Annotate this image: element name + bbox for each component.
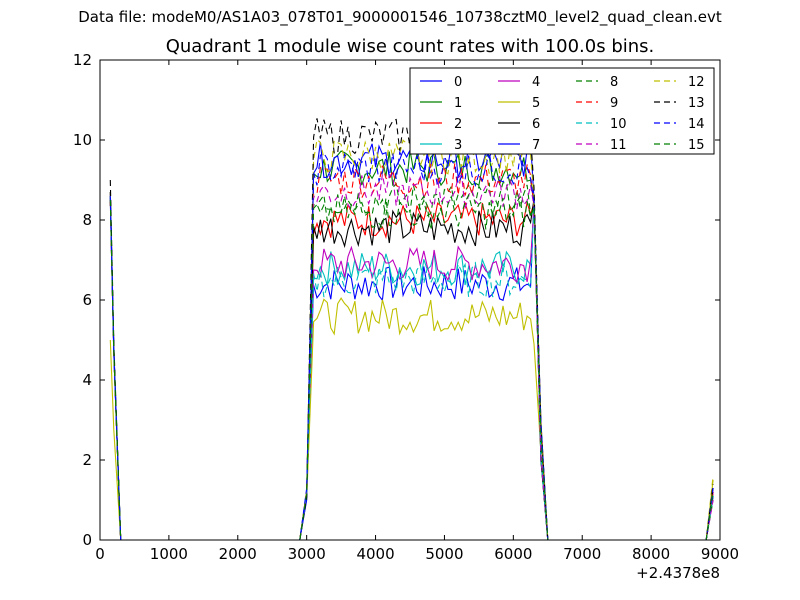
legend-label-5: 5	[532, 96, 540, 111]
x-tick-label: 5000	[425, 545, 463, 563]
y-tick-label: 10	[73, 131, 92, 149]
legend-label-7: 7	[532, 138, 540, 153]
series-line-2	[109, 195, 714, 541]
x-offset-label: +2.4378e8	[636, 564, 720, 582]
y-tick-label: 0	[82, 531, 92, 549]
figure-suptitle: Data file: modeM0/AS1A03_078T01_90000015…	[78, 8, 722, 26]
legend-label-9: 9	[610, 96, 618, 111]
legend-label-11: 11	[610, 138, 627, 153]
x-tick-label: 9000	[701, 545, 739, 563]
y-tick-label: 8	[82, 211, 92, 229]
legend-label-6: 6	[532, 117, 540, 132]
x-tick-label: 4000	[356, 545, 394, 563]
x-tick-label: 2000	[219, 545, 257, 563]
x-tick-label: 1000	[150, 545, 188, 563]
series-line-6	[109, 191, 714, 541]
x-tick-label: 3000	[288, 545, 326, 563]
tick-layer: 0 1000 2000 3000 4000 5000 6000 7000 8000 9000 0 2 4…	[73, 51, 739, 563]
legend-label-10: 10	[610, 117, 627, 132]
y-tick-label: 4	[82, 371, 92, 389]
legend-label-3: 3	[454, 138, 462, 153]
legend-label-12: 12	[688, 75, 705, 90]
series-line-9	[109, 162, 714, 541]
legend-label-14: 14	[688, 117, 705, 132]
legend-label-13: 13	[688, 96, 705, 111]
legend-label-4: 4	[532, 75, 540, 90]
y-tick-label: 6	[82, 291, 92, 309]
legend-label-1: 1	[454, 96, 462, 111]
series-line-1	[109, 150, 714, 541]
series-line-8	[109, 182, 714, 541]
series-line-13	[109, 118, 714, 541]
series-line-14	[109, 150, 714, 541]
series-line-15	[109, 193, 714, 541]
legend-label-8: 8	[610, 75, 618, 90]
chart-title: Quadrant 1 module wise count rates with …	[165, 36, 655, 57]
series-line-0	[109, 191, 714, 541]
series-line-5	[109, 297, 714, 541]
legend-label-15: 15	[688, 138, 705, 153]
series-line-3	[109, 199, 714, 541]
series-line-12	[109, 138, 714, 541]
x-tick-label: 8000	[632, 545, 670, 563]
x-tick-label: 6000	[494, 545, 532, 563]
y-tick-label: 12	[73, 51, 92, 69]
x-tick-label: 0	[95, 545, 105, 563]
legend-label-0: 0	[454, 75, 462, 90]
legend-box	[409, 67, 715, 155]
y-tick-label: 2	[82, 451, 92, 469]
series-line-4	[109, 199, 714, 541]
legend-label-2: 2	[454, 117, 462, 132]
series-layer	[109, 118, 714, 541]
x-tick-label: 7000	[563, 545, 601, 563]
series-line-10	[109, 195, 714, 541]
